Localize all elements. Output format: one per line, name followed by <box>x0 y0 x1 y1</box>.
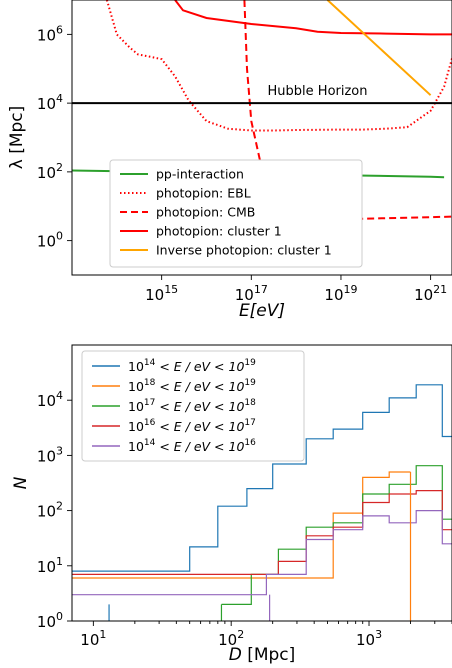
bottom-axes-frame <box>71 344 452 622</box>
bottom-y-tick-label: 102 <box>37 500 63 521</box>
top-x-tick-label: 1017 <box>235 283 268 304</box>
top-legend-label: photopion: EBL <box>156 186 251 201</box>
top-x-tick-label: 1021 <box>414 283 447 304</box>
top-legend-label: photopion: cluster 1 <box>156 224 282 239</box>
top-axes-frame <box>71 0 452 276</box>
histogram-series-1 <box>72 471 411 579</box>
top-x-tick-label: 1015 <box>145 283 178 304</box>
top-legend-label: Inverse photopion: cluster 1 <box>156 243 332 258</box>
bottom-legend-label: 1018 < E / eV < 1019 <box>128 378 256 394</box>
bottom-series-group <box>72 384 452 621</box>
top-y-axis-label: λ [Mpc] <box>7 106 27 170</box>
histogram-series-4 <box>72 510 452 596</box>
bottom-legend-label: 1017 < E / eV < 1018 <box>128 398 256 414</box>
mean-free-path-chart: Hubble Horizon 1015 1017 1019 1021 100 102 104 1… <box>7 0 452 321</box>
bottom-x-tick-label: 103 <box>356 628 382 649</box>
bottom-legend: 1014 < E / eV < 1019 1018 < E / eV < 1019… <box>81 350 305 462</box>
top-y-tick-label: 104 <box>37 92 63 113</box>
histogram-series-3 <box>72 490 452 575</box>
series-line-inverse-photopion-cluster-1 <box>326 0 432 96</box>
top-legend: pp-interaction photopion: EBL photopion: C… <box>109 159 363 268</box>
top-y-tick-label: 100 <box>37 230 63 251</box>
histogram-series-2 <box>221 465 452 605</box>
series-line-photopion-cmb <box>243 0 452 221</box>
bottom-y-tick-label: 104 <box>37 389 63 410</box>
bottom-y-tick-label: 100 <box>37 610 63 631</box>
top-y-tick-label: 102 <box>37 161 63 182</box>
series-line-photopion-cluster-1 <box>174 0 452 36</box>
top-x-tick-label: 1019 <box>324 283 357 304</box>
bottom-y-axis-label: N <box>11 476 31 489</box>
distance-histogram-chart: 101 102 103 100 101 102 103 104 D [Mpc] N 1014 < E… <box>11 344 452 665</box>
bottom-x-tick-label: 102 <box>218 628 244 649</box>
bottom-legend-label: 1016 < E / eV < 1017 <box>128 418 256 434</box>
top-legend-box <box>109 159 363 268</box>
bottom-legend-label: 1014 < E / eV < 1019 <box>128 358 256 374</box>
bottom-y-tick-label: 103 <box>37 444 63 465</box>
bottom-legend-box <box>81 350 305 462</box>
series-line-photopion-ebl <box>105 0 452 132</box>
bottom-x-tick-label: 101 <box>80 628 106 649</box>
bottom-y-tick-label: 101 <box>37 555 63 576</box>
histogram-series-0 <box>72 384 452 572</box>
top-x-axis-label: E[eV] <box>239 301 285 321</box>
top-y-tick-label: 106 <box>37 23 63 44</box>
top-legend-label: photopion: CMB <box>156 205 255 220</box>
top-legend-label: pp-interaction <box>156 167 244 182</box>
hubble-horizon-annotation: Hubble Horizon <box>268 84 368 99</box>
bottom-legend-label: 1014 < E / eV < 1016 <box>128 438 256 454</box>
bottom-x-axis-label: D [Mpc] <box>229 645 296 665</box>
